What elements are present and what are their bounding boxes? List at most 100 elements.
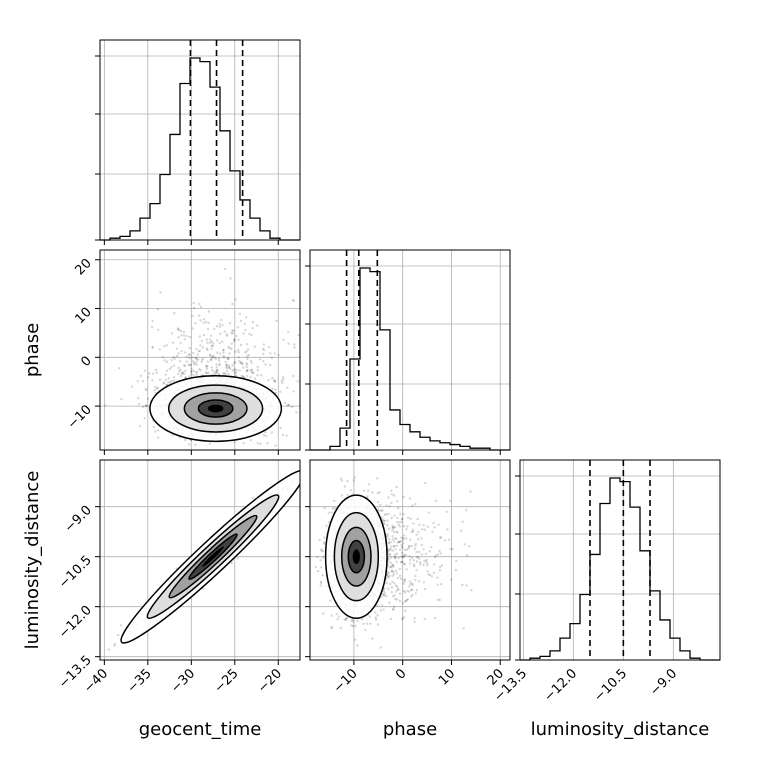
sample-point (434, 554, 438, 557)
sample-point (402, 534, 406, 537)
sample-point (137, 402, 141, 406)
scatter-frame (99, 459, 301, 661)
sample-point (292, 299, 296, 303)
sample-point (412, 563, 416, 566)
sample-point (394, 597, 397, 601)
sample-point (383, 591, 386, 594)
sample-point (113, 642, 117, 646)
sample-point (153, 389, 156, 392)
sample-point (402, 616, 406, 619)
panel-content (314, 476, 473, 649)
sample-point (241, 362, 244, 366)
sample-point (418, 550, 421, 554)
sample-point (178, 359, 182, 363)
sample-point (419, 563, 422, 566)
sample-point (170, 358, 173, 362)
sample-point (465, 554, 469, 557)
sample-point (411, 530, 415, 533)
sample-point (416, 538, 420, 541)
sample-point (446, 528, 449, 531)
histogram-frame (99, 39, 301, 241)
sample-point (448, 499, 452, 503)
sample-point (367, 483, 371, 486)
sample-point (396, 531, 399, 534)
sample-point (390, 493, 394, 496)
sample-point (179, 341, 182, 345)
sample-point (390, 570, 393, 573)
sample-point (157, 429, 160, 432)
sample-point (155, 387, 158, 390)
sample-point (271, 387, 274, 390)
sample-point (323, 506, 326, 510)
sample-point (436, 576, 439, 579)
sample-point (197, 358, 200, 362)
sample-point (177, 327, 180, 330)
sample-point (282, 338, 285, 341)
contour-line-3 (188, 533, 238, 581)
sample-point (397, 506, 400, 510)
sample-point (235, 369, 238, 372)
sample-point (210, 347, 213, 350)
sample-point (461, 583, 464, 587)
sample-point (184, 369, 187, 373)
sample-point (246, 355, 249, 358)
sample-point (192, 351, 195, 355)
sample-point (188, 357, 191, 360)
sample-point (194, 356, 197, 359)
y-axis-title-luminosity-distance: luminosity_distance (22, 471, 43, 650)
sample-point (391, 529, 394, 532)
sample-point (245, 362, 248, 365)
sample-point (376, 623, 380, 626)
sample-point (387, 560, 390, 563)
sample-point (239, 361, 242, 365)
sample-point (233, 338, 237, 341)
sample-point (321, 549, 325, 553)
sample-point (287, 330, 290, 333)
x-tick-label: 10 (436, 666, 458, 688)
sample-point (404, 600, 407, 603)
sample-point (231, 369, 234, 372)
contour-line-2 (168, 514, 258, 599)
contour-line-0 (120, 469, 300, 644)
sample-point (256, 324, 259, 327)
sample-point (187, 443, 191, 446)
sample-point (320, 581, 323, 585)
sample-point (260, 374, 263, 377)
sample-point (396, 585, 399, 588)
sample-point (374, 618, 378, 621)
sample-point (261, 347, 265, 351)
sample-point (262, 434, 266, 437)
sample-point (392, 526, 395, 529)
sample-point (403, 563, 406, 566)
sample-point (390, 545, 393, 548)
sample-point (233, 371, 237, 374)
sample-point (245, 369, 249, 372)
sample-point (411, 556, 414, 560)
sample-point (329, 599, 332, 602)
sample-point (393, 553, 397, 556)
sample-point (146, 397, 150, 400)
sample-point (201, 357, 205, 361)
sample-point (256, 442, 260, 445)
sample-point (144, 404, 148, 408)
sample-point (205, 364, 208, 367)
sample-point (396, 500, 399, 503)
sample-point (385, 504, 388, 507)
sample-point (269, 352, 272, 355)
sample-point (292, 374, 295, 378)
sample-point (152, 372, 155, 375)
sample-point (438, 549, 441, 553)
sample-point (401, 546, 404, 549)
sample-point (409, 582, 412, 586)
sample-point (301, 461, 303, 463)
density-level-4 (352, 549, 360, 565)
sample-point (247, 348, 250, 351)
sample-point (237, 356, 240, 359)
sample-point (410, 544, 413, 548)
sample-point (150, 326, 154, 329)
sample-point (388, 553, 392, 556)
sample-point (407, 516, 410, 519)
sample-point (117, 633, 120, 637)
sample-point (321, 556, 325, 559)
